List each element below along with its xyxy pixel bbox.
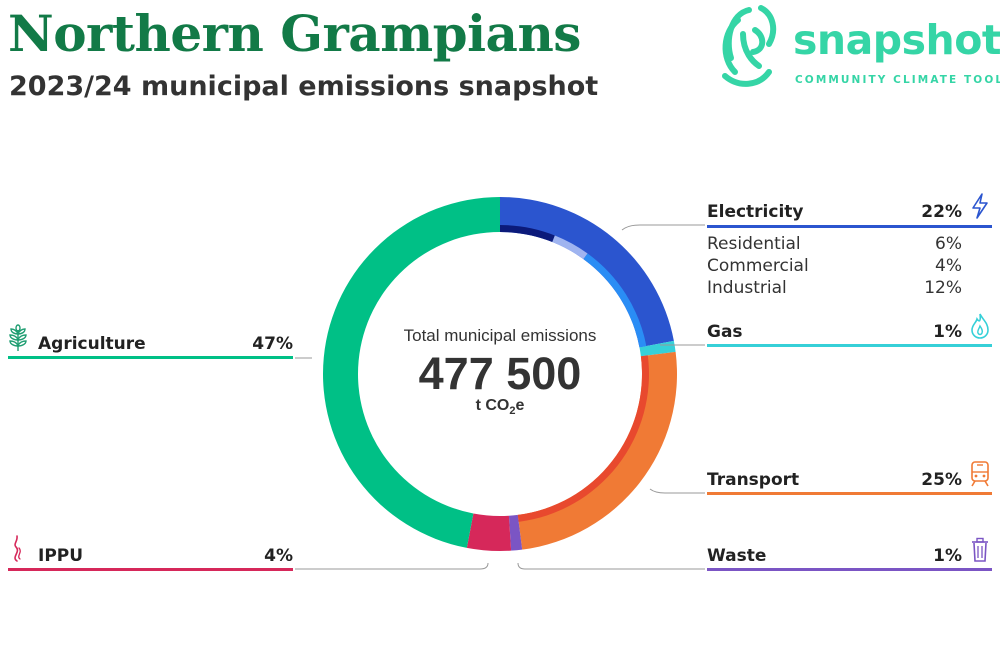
- sub-slice-residential: [500, 225, 555, 242]
- chart-center: Total municipal emissions 477 500 t CO2e: [370, 326, 630, 417]
- electricity-bar: [707, 225, 992, 228]
- commercial-label: Commercial: [707, 256, 809, 276]
- leader-electricity: [621, 224, 705, 231]
- electricity-pct: 22%: [921, 202, 962, 222]
- brand-tagline: COMMUNITY CLIMATE TOOL: [795, 74, 1000, 86]
- donut-sub-ring: [500, 225, 649, 522]
- total-unit: t CO2e: [475, 397, 525, 418]
- leader-transport: [649, 488, 705, 494]
- transport-pct: 25%: [921, 470, 962, 490]
- slice-waste: [508, 514, 523, 551]
- agriculture-bar: [8, 356, 293, 359]
- page-title: Northern Grampians: [8, 4, 581, 63]
- page-subtitle: 2023/24 municipal emissions snapshot: [9, 71, 599, 102]
- leader-waste: [517, 562, 705, 570]
- gas-pct: 1%: [933, 322, 962, 342]
- agriculture-pct: 47%: [252, 334, 293, 354]
- sub-slice-industrial: [583, 253, 647, 348]
- flame-icon: [971, 313, 989, 339]
- sub-slice-commercial: [552, 235, 588, 260]
- total-label: Total municipal emissions: [403, 326, 597, 345]
- gas-label: Gas: [707, 322, 743, 342]
- slice-agriculture: [322, 197, 500, 548]
- wheat-icon: [9, 324, 27, 351]
- brand-logo: snapshot COMMUNITY CLIMATE TOOL: [713, 0, 1000, 90]
- industrial-label: Industrial: [707, 278, 787, 298]
- train-icon: [971, 461, 989, 487]
- slice-transport: [517, 351, 677, 550]
- fingerprint-swirl-icon: [722, 5, 777, 87]
- electricity-label: Electricity: [707, 202, 804, 222]
- leader-ippu: [295, 562, 489, 570]
- waste-pct: 1%: [933, 546, 962, 566]
- brand-name: snapshot: [793, 16, 1000, 64]
- lightning-bolt-icon: [972, 193, 988, 219]
- residential-label: Residential: [707, 234, 801, 254]
- waste-bar: [707, 568, 992, 571]
- slice-electricity: [500, 197, 674, 348]
- slice-ippu: [466, 513, 512, 551]
- residential-pct: 6%: [935, 234, 962, 254]
- smoke-icon: [14, 535, 21, 562]
- ippu-bar: [8, 568, 293, 571]
- leader-lines: [295, 224, 705, 570]
- waste-label: Waste: [707, 546, 767, 566]
- trash-bin-icon: [972, 537, 988, 562]
- industrial-pct: 12%: [924, 278, 962, 298]
- transport-bar: [707, 492, 992, 495]
- commercial-pct: 4%: [935, 256, 962, 276]
- transport-label: Transport: [707, 470, 800, 490]
- ippu-pct: 4%: [264, 546, 293, 566]
- gas-bar: [707, 344, 992, 347]
- ippu-label: IPPU: [38, 546, 84, 566]
- total-value: 477 500: [418, 348, 582, 399]
- agriculture-label: Agriculture: [38, 334, 146, 354]
